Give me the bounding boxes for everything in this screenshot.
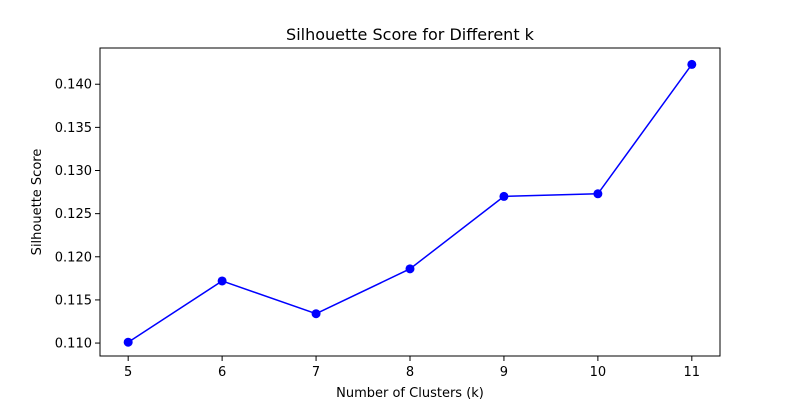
x-tick-label: 8 [406, 365, 414, 380]
data-point [405, 264, 415, 274]
chart-title: Silhouette Score for Different k [286, 25, 535, 44]
y-tick-label: 0.140 [55, 78, 92, 93]
x-axis-label: Number of Clusters (k) [336, 386, 484, 400]
y-tick-label: 0.125 [55, 207, 92, 222]
data-point [311, 309, 321, 319]
y-axis-label: Silhouette Score [30, 149, 45, 256]
data-point [499, 191, 509, 201]
x-axis-ticks: 5 6 7 8 9 10 11 [124, 356, 700, 380]
y-tick-label: 0.120 [55, 250, 92, 265]
data-point [217, 276, 227, 286]
x-tick-label: 10 [590, 365, 607, 380]
y-tick-label: 0.115 [55, 293, 92, 308]
data-point [593, 189, 603, 199]
series-layer [123, 59, 697, 347]
y-tick-label: 0.110 [55, 337, 92, 352]
x-tick-label: 6 [218, 365, 226, 380]
data-point [687, 59, 697, 69]
series-line [127, 63, 693, 343]
y-tick-label: 0.135 [55, 121, 92, 136]
x-tick-label: 7 [312, 365, 320, 380]
y-axis-ticks: 0.110 0.115 0.120 0.125 0.130 0.135 0.140 [55, 78, 100, 352]
y-tick-label: 0.130 [55, 164, 92, 179]
x-tick-label: 9 [500, 365, 508, 380]
x-tick-label: 5 [124, 365, 132, 380]
plot-frame [99, 47, 721, 357]
data-point [123, 337, 133, 347]
x-tick-label: 11 [684, 365, 701, 380]
